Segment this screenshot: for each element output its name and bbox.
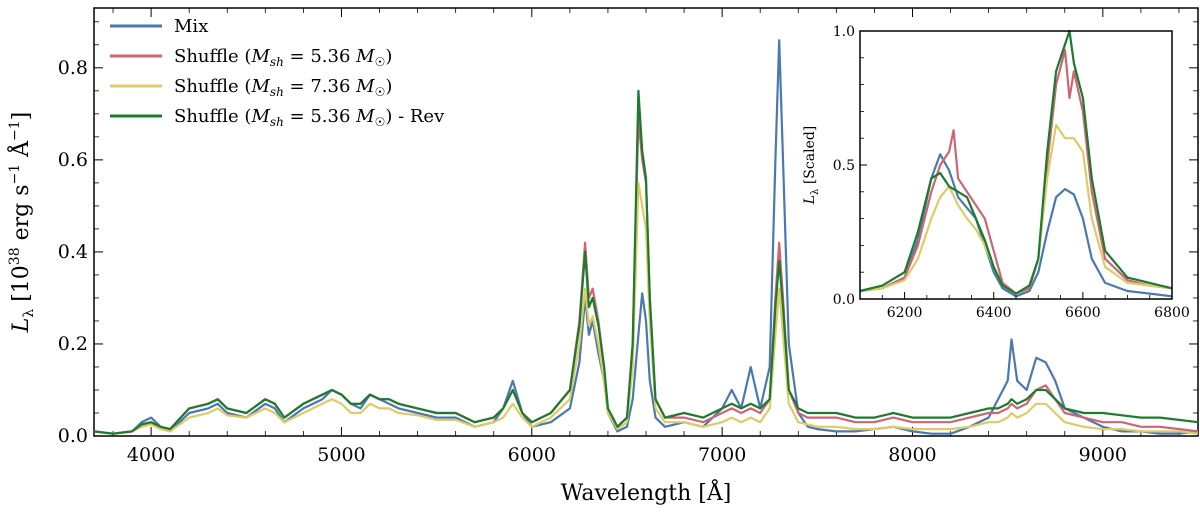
- y-tick-label: 0.4: [58, 241, 88, 263]
- inset-x-tick-label: 6800: [1154, 305, 1190, 321]
- legend-entry: Shuffle (Msh = 5.36 M☉): [174, 46, 392, 69]
- x-tick-label: 9000: [1079, 444, 1127, 466]
- y-axis-label: Lλ [1038 erg s−1 Å−1]: [6, 112, 37, 334]
- y-axis-label-symbol: L: [9, 318, 34, 334]
- inset-x-tick-label: 6600: [1065, 305, 1101, 321]
- legend-entry: Shuffle (Msh = 5.36 M☉) - Rev: [174, 106, 445, 129]
- inset-y-tick-label: 1.0: [833, 24, 855, 40]
- inset-background: [860, 31, 1172, 299]
- legend-entry: Mix: [174, 16, 208, 37]
- y-tick-label: 0.6: [58, 149, 88, 171]
- x-tick-label: 8000: [888, 444, 936, 466]
- legend-entry: Shuffle (Msh = 7.36 M☉): [174, 76, 392, 99]
- inset-y-tick-label: 0.0: [833, 292, 855, 308]
- inset-series-line-4: [859, 29, 1173, 295]
- x-tick-label: 7000: [698, 444, 746, 466]
- inset-y-tick-label: 0.5: [833, 158, 855, 174]
- x-tick-label: 5000: [317, 444, 365, 466]
- legend: Mix Shuffle (Msh = 5.36 M☉) Shuffle (Msh =…: [110, 16, 445, 129]
- inset-x-tick-label: 6200: [887, 305, 923, 321]
- x-axis-label: Wavelength [Å]: [561, 478, 732, 506]
- svg-text:Lλ [1038 erg s−1 Å−1]: Lλ [1038 erg s−1 Å−1]: [6, 112, 37, 334]
- inset-y-axis-label: Lλ [Scaled]: [802, 126, 821, 206]
- y-axis-label-subscript: λ: [21, 309, 37, 318]
- inset-series-lines: [859, 29, 1173, 298]
- main-axis-ticks: 4000 5000 6000 7000 8000 9000 0.0 0.2 0.4 0.6 0.8: [58, 8, 1198, 466]
- series-line-3: [93, 181, 1199, 435]
- inset-series-line-1: [859, 153, 1173, 298]
- y-tick-label: 0.0: [58, 425, 88, 447]
- x-tick-label: 4000: [127, 444, 175, 466]
- series-line-4: [93, 89, 1199, 435]
- series-line-1: [93, 39, 1199, 435]
- y-axis-label-units: [10: [9, 265, 34, 309]
- y-tick-label: 0.2: [58, 333, 88, 355]
- inset-axis-ticks: 6200 6400 6600 6800 0.0 0.5 1.0: [833, 24, 1190, 321]
- x-tick-label: 6000: [508, 444, 556, 466]
- inset-series-line-2: [859, 48, 1173, 295]
- svg-text:Lλ [Scaled]: Lλ [Scaled]: [802, 126, 821, 206]
- inset-x-tick-label: 6400: [976, 305, 1012, 321]
- main-series-lines: [93, 39, 1199, 435]
- y-tick-label: 0.8: [58, 57, 88, 79]
